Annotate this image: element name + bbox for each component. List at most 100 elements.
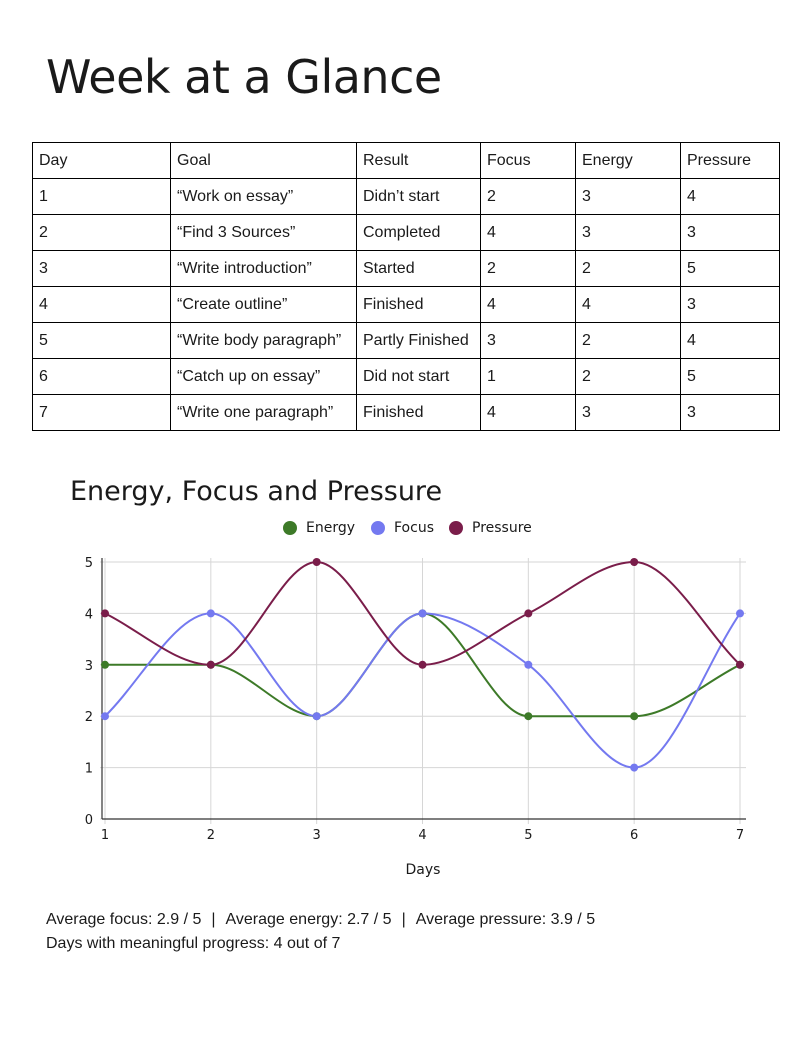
page-title: Week at a Glance <box>46 50 442 104</box>
table-cell: 1 <box>32 178 171 215</box>
table-row: 1 “Work on essay” Didn’t start 2 3 4 <box>32 178 780 215</box>
table-cell: 2 <box>575 250 681 287</box>
table-cell: 3 <box>480 322 576 359</box>
column-header-energy: Energy <box>575 142 681 179</box>
table-cell: Finished <box>356 394 481 431</box>
y-tick-label: 3 <box>85 659 93 674</box>
table-row: 2 “Find 3 Sources” Completed 4 3 3 <box>32 214 780 251</box>
y-tick-label: 0 <box>85 813 93 828</box>
legend-label-pressure: Pressure <box>472 520 532 536</box>
data-point-pressure <box>312 558 321 566</box>
table-row: 5 “Write body paragraph” Partly Finished 3 2… <box>32 322 780 359</box>
data-point-pressure <box>630 558 639 566</box>
data-point-pressure <box>524 609 533 618</box>
y-tick-label: 1 <box>85 762 93 777</box>
chart-svg: Energy, Focus and Pressure Energy Focus Pr… <box>70 476 746 878</box>
table-cell: 7 <box>32 394 171 431</box>
column-header-pressure: Pressure <box>680 142 780 179</box>
table-cell: 5 <box>32 322 171 359</box>
data-point-pressure <box>736 660 744 669</box>
average-energy: Average energy: 2.7 / 5 <box>225 911 392 928</box>
table-cell: 4 <box>680 178 780 215</box>
table-cell: 4 <box>480 394 576 431</box>
y-tick-label: 2 <box>85 710 93 725</box>
column-header-focus: Focus <box>480 142 576 179</box>
x-tick-label: 1 <box>101 828 109 843</box>
table-cell: “Find 3 Sources” <box>170 214 357 251</box>
legend-marker-focus <box>371 521 385 535</box>
separator: | <box>401 911 406 928</box>
table-row: 3 “Write introduction” Started 2 2 5 <box>32 250 780 287</box>
chart-points <box>101 558 744 772</box>
data-point-focus <box>418 609 427 618</box>
x-tick-label: 3 <box>313 828 321 843</box>
table-cell: 2 <box>480 250 576 287</box>
data-point-pressure <box>101 609 109 618</box>
table-cell: 4 <box>680 322 780 359</box>
table-cell: 3 <box>680 286 780 323</box>
data-point-focus <box>630 763 639 772</box>
column-header-goal: Goal <box>170 142 357 179</box>
table-cell: “Create outline” <box>170 286 357 323</box>
y-tick-label: 5 <box>85 556 93 571</box>
table-cell: 2 <box>575 322 681 359</box>
table-row: 6 “Catch up on essay” Did not start 1 2 5 <box>32 358 780 395</box>
table-cell: 4 <box>575 286 681 323</box>
x-tick-label: 6 <box>630 828 638 843</box>
data-point-pressure <box>206 660 215 669</box>
table-row: 7 “Write one paragraph” Finished 4 3 3 <box>32 394 780 431</box>
table-cell: 5 <box>680 250 780 287</box>
line-chart: Energy, Focus and Pressure Energy Focus Pr… <box>0 460 812 890</box>
table-cell: 3 <box>575 394 681 431</box>
data-point-pressure <box>418 660 427 669</box>
table-cell: Finished <box>356 286 481 323</box>
table-cell: Completed <box>356 214 481 251</box>
table-cell: Partly Finished <box>356 322 481 359</box>
average-pressure: Average pressure: 3.9 / 5 <box>415 911 596 928</box>
x-tick-label: 5 <box>524 828 532 843</box>
table-cell: 5 <box>680 358 780 395</box>
separator: | <box>211 911 216 928</box>
table-cell: 4 <box>480 214 576 251</box>
data-point-focus <box>101 712 109 721</box>
chart-grid <box>100 558 746 824</box>
data-point-focus <box>312 712 321 721</box>
column-header-result: Result <box>356 142 481 179</box>
table-cell: 3 <box>32 250 171 287</box>
data-point-energy <box>630 712 639 721</box>
x-tick-label: 4 <box>418 828 426 843</box>
table-cell: 2 <box>32 214 171 251</box>
data-point-energy <box>524 712 533 721</box>
table-cell: “Write one paragraph” <box>170 394 357 431</box>
table-cell: 2 <box>480 178 576 215</box>
table-cell: 4 <box>480 286 576 323</box>
y-tick-label: 4 <box>85 607 93 622</box>
table-cell: “Work on essay” <box>170 178 357 215</box>
summary: Average focus: 2.9 / 5 | Average energy: 2… <box>46 908 595 956</box>
table-cell: Didn’t start <box>356 178 481 215</box>
x-axis-label: Days <box>406 862 441 878</box>
table-cell: “Catch up on essay” <box>170 358 357 395</box>
week-table: Day Goal Result Focus Energy Pressure 1 “… <box>32 142 780 431</box>
table-cell: “Write introduction” <box>170 250 357 287</box>
data-point-focus <box>736 609 744 618</box>
chart-legend: Energy Focus Pressure <box>283 520 532 536</box>
table-cell: Started <box>356 250 481 287</box>
data-point-energy <box>101 660 109 669</box>
table-cell: 2 <box>575 358 681 395</box>
x-tick-label: 2 <box>207 828 215 843</box>
legend-marker-pressure <box>449 521 463 535</box>
legend-label-energy: Energy <box>306 520 355 536</box>
table-row: 4 “Create outline” Finished 4 4 3 <box>32 286 780 323</box>
averages-line: Average focus: 2.9 / 5 | Average energy: 2… <box>46 908 595 932</box>
table-cell: 3 <box>680 214 780 251</box>
data-point-focus <box>524 660 533 669</box>
table-cell: 3 <box>575 214 681 251</box>
table-cell: 4 <box>32 286 171 323</box>
data-point-focus <box>206 609 215 618</box>
table-cell: 3 <box>680 394 780 431</box>
legend-label-focus: Focus <box>394 520 434 536</box>
table-cell: Did not start <box>356 358 481 395</box>
progress-line: Days with meaningful progress: 4 out of … <box>46 935 341 952</box>
